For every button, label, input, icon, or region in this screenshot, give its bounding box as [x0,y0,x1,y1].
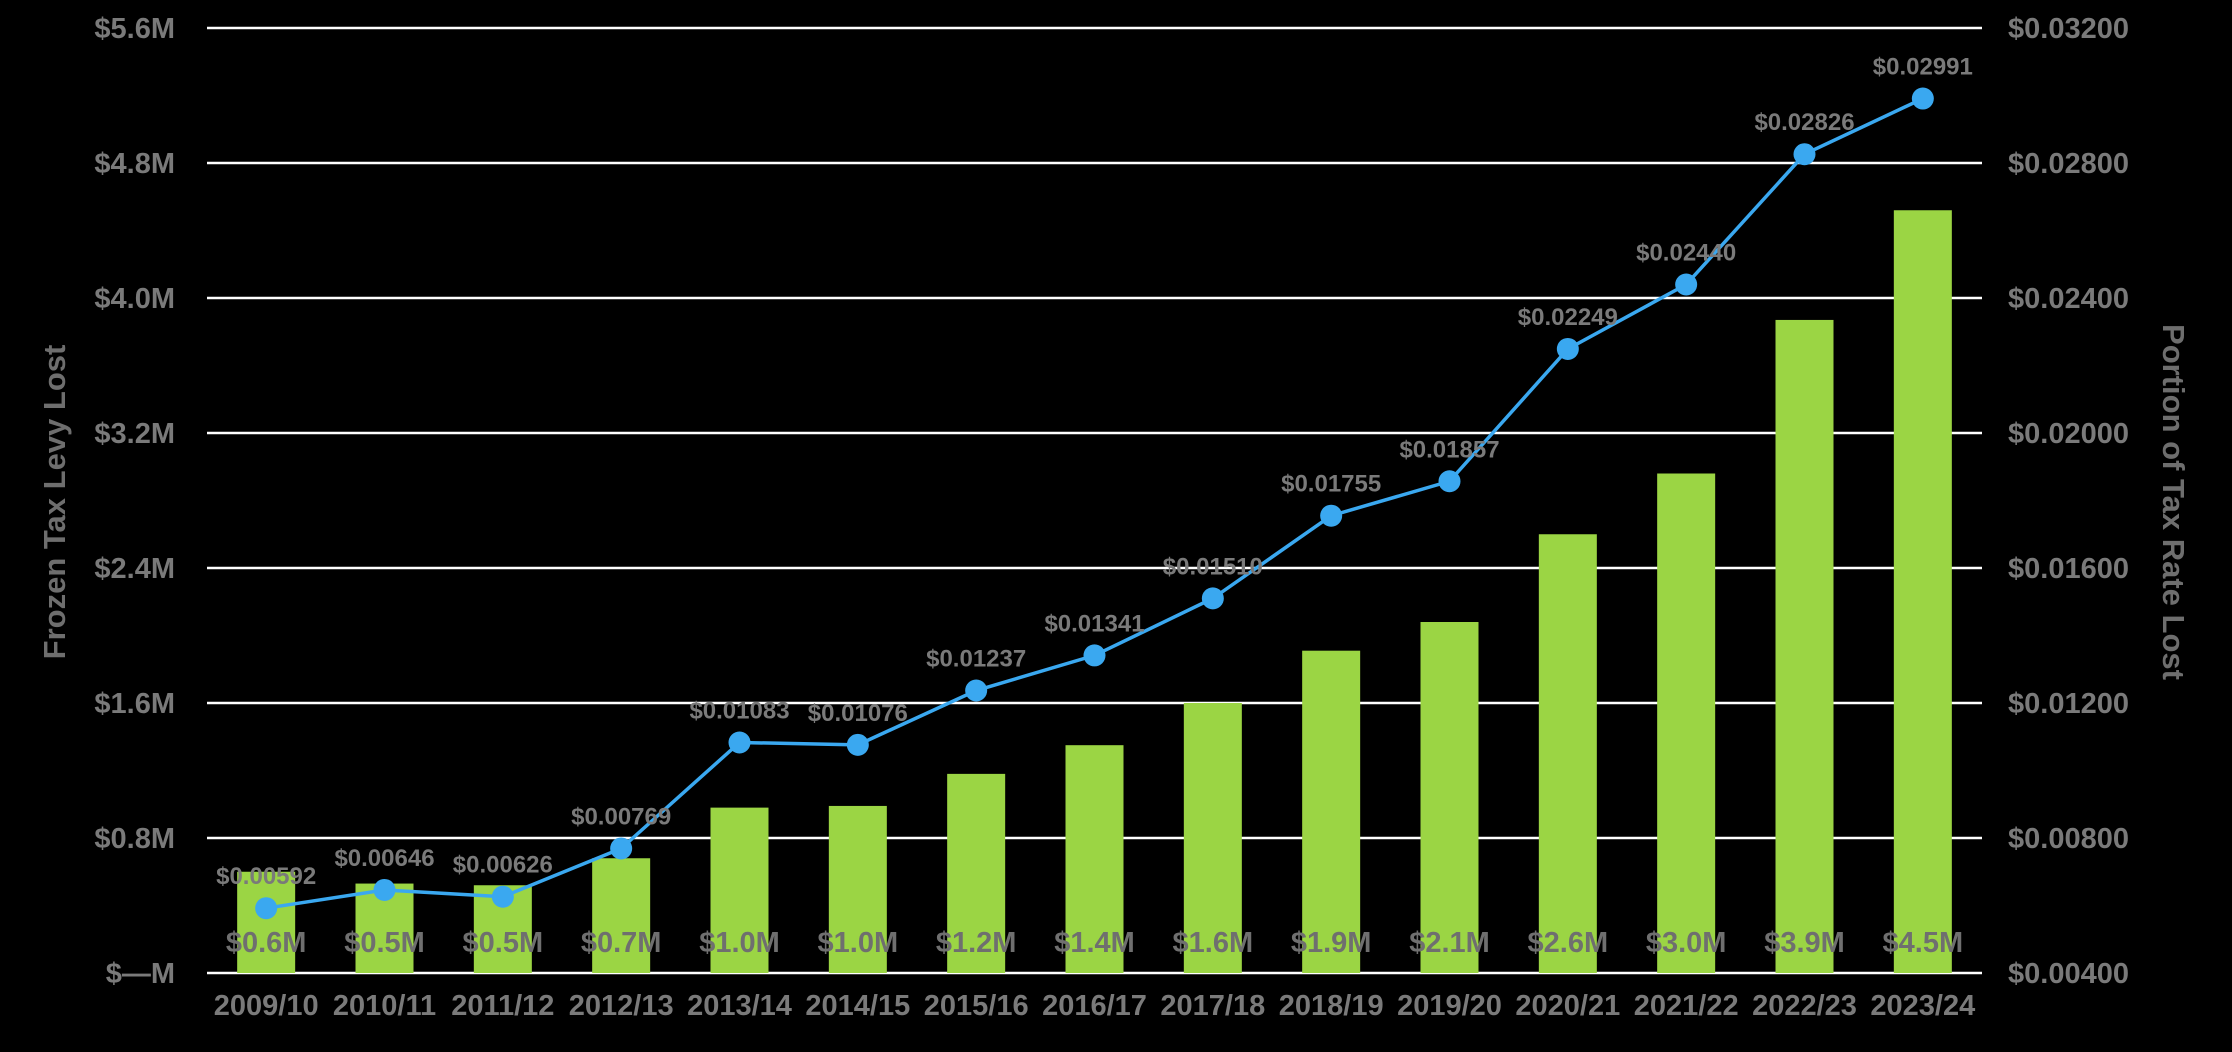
line-point [1083,644,1106,667]
bar-data-label: $1.4M [1054,927,1135,959]
line-data-label: $0.00646 [334,845,434,872]
x-tick-label: 2023/24 [1870,990,1975,1022]
line-series [255,87,1934,920]
bar-series [237,210,1952,973]
x-tick-label: 2017/18 [1160,990,1265,1022]
bar-data-label: $2.6M [1528,927,1609,959]
bar-data-label: $0.6M [226,927,307,959]
x-tick-label: 2021/22 [1634,990,1739,1022]
line-point [1793,143,1816,166]
line-point [1320,504,1343,527]
left-tick-label: $1.6M [94,688,175,720]
left-axis-title: Frozen Tax Levy Lost [37,345,72,660]
right-tick-label: $0.02800 [2008,148,2129,180]
bar-data-labels: $0.6M $0.5M $0.5M $0.7M $1.0M $1.0M $1.2M $1.4M… [226,927,1963,959]
x-tick-label: 2016/17 [1042,990,1147,1022]
line-data-label: $0.01510 [1163,553,1263,580]
bar-data-label: $1.0M [699,927,780,959]
bar [237,871,296,973]
line-point [255,897,278,920]
line-data-label: $0.02991 [1873,54,1973,81]
line-data-label: $0.02826 [1754,109,1854,136]
x-tick-label: 2022/23 [1752,990,1857,1022]
x-tick-label: 2010/11 [333,990,436,1022]
line-data-label: $0.02440 [1636,240,1736,267]
line-data-label: $0.01755 [1281,471,1381,498]
right-tick-label: $0.01200 [2008,688,2129,720]
bar-data-label: $0.7M [581,927,662,959]
right-tick-label: $0.03200 [2008,13,2129,45]
bar-data-label: $1.0M [818,927,899,959]
x-tick-label: 2015/16 [924,990,1029,1022]
right-tick-label: $0.01600 [2008,553,2129,585]
line-data-label: $0.00626 [453,852,553,879]
x-tick-label: 2012/13 [569,990,674,1022]
x-tick-label: 2020/21 [1515,990,1620,1022]
bar [1302,650,1361,973]
line-point [1556,337,1579,360]
line-data-label: $0.01076 [808,700,908,727]
left-tick-label: $5.6M [94,13,175,45]
right-tick-label: $0.00400 [2008,958,2129,990]
bar [1775,319,1834,973]
line-data-label: $0.00769 [571,803,671,830]
line-data-label: $0.01083 [689,697,789,724]
bar-data-label: $3.9M [1764,927,1845,959]
line-data-label: $0.00592 [216,863,316,890]
right-tick-label: $0.02400 [2008,283,2129,315]
bar [1538,534,1597,973]
bar [710,807,769,973]
x-tick-label: 2013/14 [687,990,792,1022]
line-point [610,837,633,860]
bar-data-label: $1.9M [1291,927,1372,959]
bar-data-label: $2.1M [1409,927,1490,959]
line-point [1675,273,1698,296]
x-tick-label: 2019/20 [1397,990,1502,1022]
bar [1065,745,1124,973]
line-point [1201,587,1224,610]
x-tick-label: 2009/10 [214,990,319,1022]
line-point [965,679,988,702]
line-point [373,878,396,901]
x-tick-label: 2011/12 [451,990,554,1022]
left-tick-label: $—M [106,958,175,990]
left-tick-label: $3.2M [94,418,175,450]
bar-data-label: $0.5M [344,927,425,959]
line-point [1911,87,1934,110]
right-tick-label: $0.00800 [2008,823,2129,855]
bar [947,773,1006,973]
bar-data-label: $0.5M [463,927,544,959]
left-tick-label: $2.4M [94,553,175,585]
bar [1420,622,1479,973]
bar [1183,703,1242,973]
bar [828,805,887,973]
line-point [846,733,869,756]
bar-data-label: $1.6M [1173,927,1254,959]
line-data-label: $0.02249 [1518,304,1618,331]
right-axis-title: Portion of Tax Rate Lost [2156,324,2191,680]
bar [1657,473,1716,973]
bar [1893,210,1952,973]
line-data-label: $0.01341 [1044,610,1144,637]
bar [592,858,651,973]
line-data-label: $0.01237 [926,646,1026,673]
line-data-label: $0.01857 [1399,436,1499,463]
bar-data-label: $1.2M [936,927,1017,959]
line-point [1438,470,1461,493]
x-tick-label: 2018/19 [1279,990,1384,1022]
line-point [728,731,751,754]
left-tick-label: $0.8M [94,823,175,855]
line-data-labels: $0.00592 $0.00646 $0.00626 $0.00769 $0.01083… [216,54,1973,891]
left-tick-label: $4.8M [94,148,175,180]
x-tick-label: 2014/15 [805,990,910,1022]
right-tick-label: $0.02000 [2008,418,2129,450]
axes: $—M $0.8M $1.6M $2.4M $3.2M $4.0M $4.8M $5.6M $0… [94,13,2129,1022]
line-point [491,885,514,908]
bar-data-label: $4.5M [1883,927,1964,959]
bar-data-label: $3.0M [1646,927,1727,959]
left-tick-label: $4.0M [94,283,175,315]
gridlines [207,26,1982,975]
